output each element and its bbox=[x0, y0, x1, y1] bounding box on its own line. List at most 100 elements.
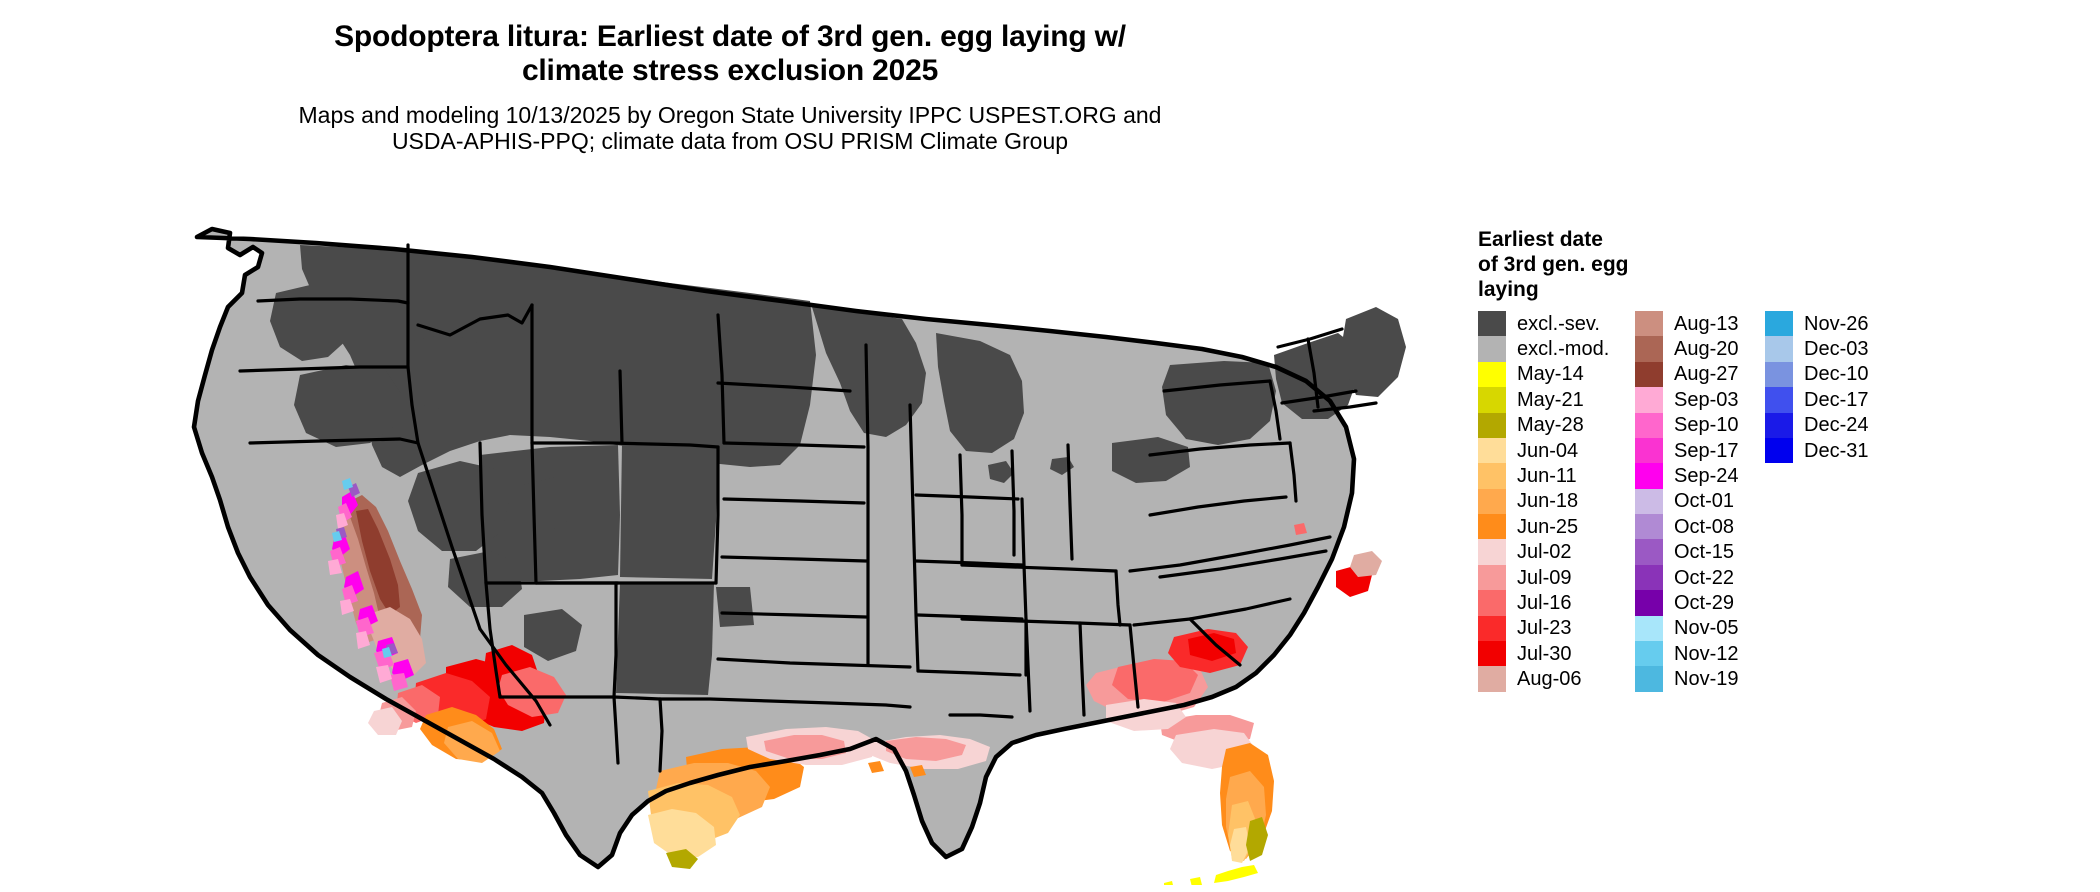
legend-item[interactable]: Dec-24 bbox=[1765, 412, 1905, 438]
legend-swatch bbox=[1635, 666, 1663, 692]
legend-item[interactable]: May-21 bbox=[1478, 387, 1635, 413]
legend-item[interactable]: Dec-31 bbox=[1765, 437, 1905, 464]
legend-item[interactable]: Jul-23 bbox=[1478, 615, 1635, 642]
legend-item[interactable]: Jul-09 bbox=[1478, 564, 1635, 591]
region-arizona-highland bbox=[524, 609, 582, 661]
region-appalachian bbox=[1112, 437, 1190, 483]
legend-item[interactable]: Sep-17 bbox=[1635, 437, 1765, 464]
region-northern-tier bbox=[300, 245, 816, 477]
legend-item[interactable]: Jul-16 bbox=[1478, 590, 1635, 616]
map-canvas[interactable] bbox=[150, 215, 1470, 885]
legend-item[interactable]: Sep-10 bbox=[1635, 412, 1765, 438]
legend-swatch bbox=[1478, 666, 1506, 692]
legend-swatch bbox=[1765, 412, 1793, 438]
region-gulf-jun25-speck bbox=[868, 761, 926, 777]
legend-label: excl.-sev. bbox=[1517, 312, 1600, 335]
legend-item[interactable]: Aug-27 bbox=[1635, 361, 1765, 388]
legend-label: Oct-08 bbox=[1674, 515, 1735, 538]
state-borders bbox=[238, 243, 1378, 773]
legend-item[interactable]: Sep-03 bbox=[1635, 387, 1765, 413]
region-great-lakes bbox=[812, 307, 926, 437]
region-sierra-fringe-sep24 bbox=[332, 491, 414, 681]
legend-label: Nov-26 bbox=[1804, 312, 1869, 335]
legend-swatch bbox=[1478, 336, 1506, 362]
legend-swatch bbox=[1478, 539, 1506, 565]
legend-label: Jun-25 bbox=[1517, 515, 1579, 538]
legend-item[interactable]: Nov-19 bbox=[1635, 666, 1765, 692]
legend-item[interactable]: Jul-30 bbox=[1478, 641, 1635, 667]
legend-item[interactable]: Aug-06 bbox=[1478, 666, 1635, 692]
legend-item[interactable]: Oct-01 bbox=[1635, 488, 1765, 515]
legend-label: Oct-22 bbox=[1674, 566, 1735, 589]
legend-item[interactable]: May-14 bbox=[1478, 361, 1635, 388]
region-outerbanks-aug06 bbox=[1350, 551, 1382, 577]
legend-swatch bbox=[1478, 310, 1506, 337]
legend-label: Jul-02 bbox=[1517, 541, 1572, 564]
region-florida-tip-jun04 bbox=[1230, 827, 1250, 863]
legend-label: Jul-30 bbox=[1517, 642, 1572, 665]
legend-swatch bbox=[1635, 488, 1663, 515]
region-newmexico bbox=[616, 583, 714, 695]
legend-item[interactable]: Oct-29 bbox=[1635, 590, 1765, 616]
region-oregon-east bbox=[294, 365, 402, 447]
legend-item[interactable]: Nov-05 bbox=[1635, 615, 1765, 642]
legend-item[interactable]: Jun-04 bbox=[1478, 437, 1635, 464]
us-map-svg[interactable] bbox=[150, 215, 1470, 885]
legend-label: Oct-15 bbox=[1674, 541, 1735, 564]
legend-column-3: Nov-26 Dec-03 Dec-10 Dec-17 Dec-24 Dec-31 bbox=[1765, 310, 1905, 464]
legend-item[interactable]: Dec-03 bbox=[1765, 336, 1905, 362]
legend-swatch bbox=[1765, 361, 1793, 388]
legend-label: Sep-17 bbox=[1674, 439, 1739, 462]
legend-item[interactable]: Oct-22 bbox=[1635, 564, 1765, 591]
legend-item[interactable]: excl.-sev. bbox=[1478, 310, 1635, 337]
national-border bbox=[191, 226, 1357, 870]
region-florida-keys-may14 bbox=[1164, 865, 1258, 885]
legend-swatch bbox=[1765, 336, 1793, 362]
legend-label: Jul-16 bbox=[1517, 591, 1572, 614]
legend-label: May-14 bbox=[1517, 363, 1584, 386]
region-cascades bbox=[270, 285, 354, 361]
page-title: Spodoptera litura: Earliest date of 3rd … bbox=[334, 20, 1126, 87]
region-idaho-nv bbox=[408, 333, 486, 411]
legend-label: Jun-04 bbox=[1517, 439, 1579, 462]
legend-label: May-28 bbox=[1517, 414, 1584, 437]
legend-swatch bbox=[1635, 361, 1663, 388]
legend-label: Dec-24 bbox=[1804, 414, 1869, 437]
legend-item[interactable]: Aug-20 bbox=[1635, 336, 1765, 362]
legend-label: May-21 bbox=[1517, 388, 1584, 411]
legend-item[interactable]: Nov-12 bbox=[1635, 641, 1765, 667]
legend-item[interactable]: Oct-15 bbox=[1635, 539, 1765, 565]
legend-label: Jun-11 bbox=[1517, 464, 1577, 487]
legend-swatch bbox=[1635, 387, 1663, 413]
legend-item[interactable]: Jun-11 bbox=[1478, 463, 1635, 489]
legend-label: Dec-10 bbox=[1804, 363, 1869, 386]
legend-item[interactable]: Dec-10 bbox=[1765, 361, 1905, 388]
legend-item[interactable]: Oct-08 bbox=[1635, 514, 1765, 540]
region-maine bbox=[1342, 307, 1406, 397]
legend-swatch bbox=[1765, 310, 1793, 337]
legend-swatch bbox=[1635, 412, 1663, 438]
legend-item[interactable]: Nov-26 bbox=[1765, 310, 1905, 337]
legend-item[interactable]: Jun-25 bbox=[1478, 514, 1635, 540]
legend-item[interactable]: excl.-mod. bbox=[1478, 336, 1635, 362]
region-south-texas-jun04 bbox=[648, 809, 716, 857]
map-legend: Earliest date of 3rd gen. egg laying exc… bbox=[1478, 228, 2078, 692]
legend-swatch bbox=[1478, 361, 1506, 388]
legend-label: Oct-01 bbox=[1674, 490, 1735, 513]
region-sierra-fringe-sep10 bbox=[330, 503, 408, 691]
legend-label: Sep-10 bbox=[1674, 414, 1739, 437]
legend-swatch bbox=[1635, 539, 1663, 565]
region-nevada bbox=[408, 461, 510, 551]
legend-item[interactable]: Dec-17 bbox=[1765, 387, 1905, 413]
legend-swatch bbox=[1478, 412, 1506, 438]
region-louisiana-jul09 bbox=[886, 737, 966, 761]
page-subtitle: Maps and modeling 10/13/2025 by Oregon S… bbox=[298, 102, 1162, 154]
legend-item[interactable]: Jul-02 bbox=[1478, 539, 1635, 565]
legend-label: Dec-31 bbox=[1804, 439, 1869, 462]
legend-item[interactable]: May-28 bbox=[1478, 412, 1635, 438]
legend-item[interactable]: Jun-18 bbox=[1478, 488, 1635, 515]
legend-item[interactable]: Sep-24 bbox=[1635, 463, 1765, 489]
legend-label: Sep-24 bbox=[1674, 464, 1739, 487]
legend-item[interactable]: Aug-13 bbox=[1635, 310, 1765, 337]
region-chesapeake-speck bbox=[1294, 523, 1307, 535]
